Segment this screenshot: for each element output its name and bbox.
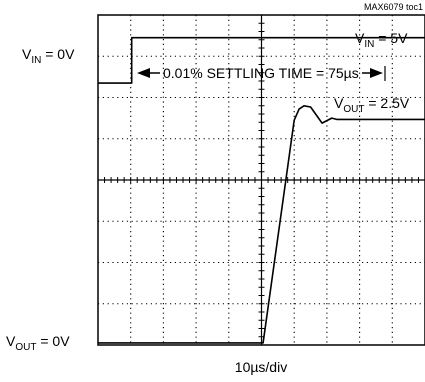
vout-low-label: VOUT = 0V bbox=[6, 333, 70, 353]
vin-low-label: VIN = 0V bbox=[22, 46, 75, 66]
vout-high-label: VOUT = 2.5V bbox=[334, 95, 410, 115]
settling-time-text: 0.01% SETTLING TIME = 75µs bbox=[163, 65, 359, 81]
vin-high-label: VIN = 5V bbox=[355, 30, 408, 50]
traces bbox=[98, 36, 425, 344]
plot-frame bbox=[97, 14, 425, 346]
x-axis-label: 10µs/div bbox=[235, 359, 287, 375]
right-arrowhead bbox=[370, 68, 383, 78]
figure-id: MAX6079 toc1 bbox=[364, 2, 423, 12]
vin-trace bbox=[98, 36, 425, 84]
settling-time-annotation: 0.01% SETTLING TIME = 75µs bbox=[137, 65, 386, 81]
left-arrowhead bbox=[137, 68, 150, 78]
outer-border bbox=[97, 14, 425, 346]
vout-trace bbox=[98, 105, 425, 344]
